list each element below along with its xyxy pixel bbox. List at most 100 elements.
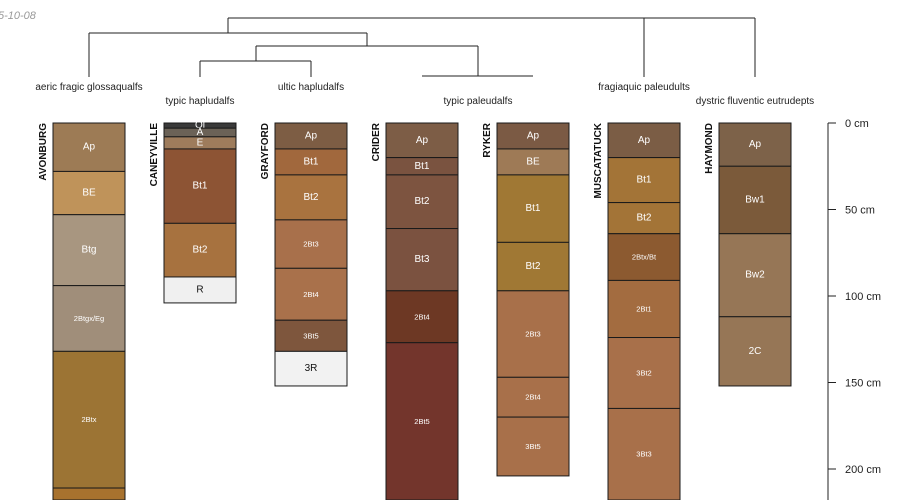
horizon-block: [607, 279, 681, 339]
taxonomy-label-typic-hapludalfs: typic hapludalfs: [166, 96, 235, 107]
horizon-label: Bt2: [303, 192, 318, 203]
horizon-block: [274, 122, 348, 150]
horizon-block: [607, 407, 681, 500]
horizon-label: Bt1: [525, 203, 540, 214]
profile-name: AVONBURG: [38, 123, 49, 181]
horizon-label: Oi: [195, 120, 205, 131]
dendrogram-root-branch: [227, 17, 756, 77]
horizon-label: Bt2: [525, 261, 540, 272]
horizon-block: [607, 337, 681, 409]
horizon-block: [496, 174, 570, 243]
horizon-label: Bt1: [414, 161, 429, 172]
horizon-label: Bt2: [636, 213, 651, 224]
horizon-label: Ap: [305, 130, 318, 141]
horizon-block: [385, 342, 459, 500]
horizon-label: Ap: [749, 139, 762, 150]
horizon-label: 2Bt4: [414, 312, 429, 321]
horizon-block: [607, 202, 681, 235]
horizon-block: [385, 290, 459, 344]
depth-tick-label: 0 cm: [845, 118, 869, 130]
depth-tick-label: 50 cm: [845, 205, 875, 217]
horizon-block: [496, 241, 570, 292]
horizon-label: Bt1: [192, 181, 207, 192]
dendrogram-hapludalfs-branch: [199, 60, 312, 77]
profile-name: HAYMOND: [704, 123, 715, 174]
profile-name: CRIDER: [371, 122, 382, 161]
soil-profile-ryker: RYKER Ap BE Bt1 Bt2 2Bt3 2Bt4 3Bt5: [482, 122, 570, 477]
horizon-block: [52, 285, 126, 352]
depth-tick-label: 100 cm: [845, 291, 881, 303]
taxonomy-label-aeric: aeric fragic glossaqualfs: [35, 82, 142, 93]
taxonomy-label-dystric: dystric fluventic eutrudepts: [696, 96, 814, 107]
horizon-block: [718, 316, 792, 387]
horizon-label: Btg: [81, 245, 96, 256]
date-label: 5-10-08: [0, 10, 37, 22]
horizon-block: [385, 228, 459, 292]
horizon-block: [163, 276, 237, 304]
soil-profile-avonburg: AVONBURG Ap BE Btg 2Btgx/Eg 2Btx: [38, 122, 126, 500]
horizon-block: [52, 214, 126, 287]
horizon-label: Bt1: [303, 156, 318, 167]
taxonomy-label-typic-paleudalfs: typic paleudalfs: [444, 96, 513, 107]
horizon-block: [718, 165, 792, 235]
horizon-label: 2Bt4: [303, 290, 318, 299]
profile-name: GRAYFORD: [260, 123, 271, 179]
horizon-label: 2Bt3: [525, 330, 540, 339]
horizon-label: 3Bt2: [636, 368, 651, 377]
horizon-block: [496, 148, 570, 176]
horizon-label: Ap: [638, 135, 651, 146]
horizon-block: [496, 122, 570, 150]
soil-profile-grayford: GRAYFORD Ap Bt1 Bt2 2Bt3 2Bt4 3Bt5 3R: [260, 122, 348, 387]
profile-name: RYKER: [482, 122, 493, 157]
horizon-block: [52, 122, 126, 172]
horizon-block: [274, 350, 348, 387]
taxonomy-label-ultic: ultic hapludalfs: [278, 82, 344, 93]
horizon-label: 3Bt3: [636, 450, 651, 459]
horizon-label: 2Bt1: [636, 304, 651, 313]
horizon-label: Bt2: [192, 245, 207, 256]
horizon-block: [607, 122, 681, 159]
horizon-block: [385, 122, 459, 159]
horizon-block: [385, 174, 459, 230]
depth-axis: 0 cm 50 cm 100 cm 150 cm 200 cm: [827, 118, 881, 500]
horizon-label: Bt1: [636, 175, 651, 186]
horizon-label: 3Bt5: [303, 331, 318, 340]
soil-profile-haymond: HAYMOND Ap Bw1 Bw2 2C: [704, 122, 792, 387]
horizon-label: R: [196, 284, 203, 295]
horizon-label: 3Bt5: [525, 442, 540, 451]
horizon-label: 2Btgx/Eg: [74, 314, 104, 323]
horizon-block: [496, 376, 570, 418]
taxonomy-label-fragiaquic: fragiaquic paleudults: [598, 82, 690, 93]
profile-name: MUSCATATUCK: [593, 122, 604, 198]
horizon-label: 2Btx/Bt: [632, 253, 657, 262]
horizon-label: Ap: [416, 135, 429, 146]
horizon-label: 2Btx: [81, 415, 96, 424]
horizon-label: Bw1: [745, 194, 765, 205]
taxonomy-labels: aeric fragic glossaqualfs typic hapludal…: [35, 82, 814, 107]
horizon-label: A: [197, 127, 204, 138]
horizon-block: [274, 148, 348, 176]
soil-profile-crider: CRIDER Ap Bt1 Bt2 Bt3 2Bt4 2Bt5: [371, 122, 459, 500]
horizon-label: Bt3: [414, 254, 429, 265]
depth-tick-label: 200 cm: [845, 464, 881, 476]
horizon-label: 2Bt5: [414, 417, 429, 426]
soil-profile-muscatatuck: MUSCATATUCK Ap Bt1 Bt2 2Btx/Bt 2Bt1 3Bt2 3Bt3: [593, 122, 681, 500]
horizon-block: [274, 174, 348, 221]
horizon-label: Ap: [527, 130, 540, 141]
dendrogram-left-branch: [88, 32, 368, 77]
horizon-block: [274, 219, 348, 269]
horizon-label: 2Bt3: [303, 240, 318, 249]
horizon-label: 3R: [305, 363, 318, 374]
horizon-label: 2C: [749, 346, 762, 357]
horizon-block: [52, 350, 126, 489]
horizon-label: 2Bt4: [525, 393, 540, 402]
horizon-label: BE: [82, 188, 96, 199]
horizon-label: Ap: [83, 142, 96, 153]
horizon-block: [718, 122, 792, 167]
profile-name: CANEYVILLE: [149, 123, 160, 187]
horizon-label: BE: [526, 156, 540, 167]
horizon-block: [52, 487, 126, 500]
